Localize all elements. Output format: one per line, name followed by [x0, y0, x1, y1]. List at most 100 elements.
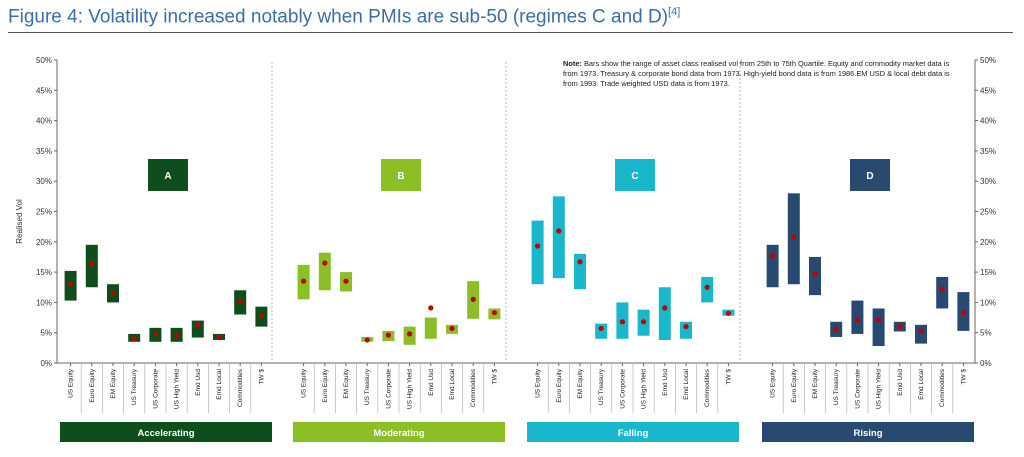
median-point: [791, 234, 797, 240]
median-point: [833, 326, 839, 332]
category-label: Emd Usd: [662, 369, 669, 396]
median-point: [876, 317, 882, 323]
median-point: [662, 305, 668, 311]
median-point: [556, 228, 562, 234]
median-point: [577, 259, 583, 265]
vol-range-bar: [936, 276, 949, 309]
category-label: Commodities: [470, 368, 477, 407]
vol-range-bar: [595, 323, 608, 339]
category-label: Emd Usd: [897, 369, 904, 396]
y-tick-label-right: 35%: [980, 147, 996, 156]
vol-range-bar: [191, 320, 204, 338]
category-label: Commodities: [237, 368, 244, 407]
regime-band: [293, 422, 505, 442]
median-point: [131, 336, 137, 342]
figure-title-text: Figure 4: Volatility increased notably w…: [8, 6, 669, 28]
note-label: Note:: [563, 59, 582, 68]
y-tick-label-right: 20%: [980, 238, 996, 247]
median-point: [195, 322, 201, 328]
regime-box: [148, 159, 188, 191]
median-point: [939, 286, 945, 292]
category-label: Emd Usd: [428, 369, 435, 396]
median-point: [641, 319, 647, 325]
y-tick-label-left: 45%: [36, 86, 52, 95]
vol-range-bar: [318, 252, 331, 291]
median-point: [918, 328, 924, 334]
category-label: TW $: [491, 369, 498, 385]
chart-note: Note: Bars show the range of asset class…: [563, 59, 963, 89]
y-tick-label-right: 25%: [980, 208, 996, 217]
category-label: Euro Equity: [89, 368, 96, 402]
median-point: [152, 331, 158, 337]
y-tick-label-left: 25%: [36, 208, 52, 217]
median-point: [237, 298, 243, 304]
category-label: Euro Equity: [556, 368, 563, 402]
vol-range-bar: [915, 324, 927, 344]
category-label: TW $: [725, 369, 732, 385]
median-point: [725, 310, 732, 316]
y-tick-label-right: 10%: [980, 298, 996, 307]
median-point: [428, 305, 434, 311]
category-label: US Equity: [301, 368, 308, 398]
regime-label: C: [631, 171, 638, 182]
figure-title: Figure 4: Volatility increased notably w…: [8, 6, 680, 28]
median-point: [535, 243, 541, 249]
regime-box: [850, 159, 890, 191]
median-point: [216, 334, 222, 340]
y-tick-label-left: 20%: [36, 238, 52, 247]
y-tick-label-left: 10%: [36, 298, 52, 307]
regime-band-label: Falling: [618, 428, 649, 439]
regime-label: B: [397, 171, 404, 182]
category-label: Emd Local: [216, 368, 223, 399]
median-point: [68, 281, 74, 287]
category-label: US High Yield: [407, 369, 414, 409]
median-point: [258, 313, 264, 319]
y-tick-label-left: 30%: [36, 177, 52, 186]
category-label: Euro Equity: [322, 368, 329, 402]
vol-range-bar: [872, 308, 885, 347]
category-label: US Treasury: [598, 368, 605, 405]
median-point: [110, 290, 116, 296]
vol-range-bar: [766, 244, 779, 288]
regime-band: [60, 422, 272, 442]
median-point: [407, 331, 413, 337]
category-label: Commodities: [704, 368, 711, 407]
median-point: [491, 310, 497, 316]
median-point: [343, 278, 349, 284]
regime-box: [615, 159, 655, 191]
median-point: [770, 253, 776, 259]
regime-band: [527, 422, 739, 442]
category-label: US High Yield: [641, 369, 648, 409]
category-label: EM Equity: [343, 368, 350, 398]
category-label: Commodities: [939, 368, 946, 407]
y-tick-label-right: 5%: [980, 329, 992, 338]
y-axis-label: Realised Vol: [15, 199, 24, 244]
figure-ref: [4]: [668, 6, 681, 18]
category-label: EM Equity: [812, 368, 819, 398]
median-point: [854, 317, 861, 323]
category-label: Emd Local: [683, 368, 690, 399]
median-point: [683, 324, 689, 330]
y-tick-label-left: 35%: [36, 147, 52, 156]
y-tick-label-left: 5%: [40, 329, 52, 338]
median-point: [619, 319, 626, 325]
category-label: TW $: [258, 369, 265, 385]
regime-box: [381, 159, 421, 191]
title-rule: [8, 32, 1013, 33]
category-label: US Treasury: [131, 368, 138, 405]
median-point: [364, 337, 370, 343]
regime-band-label: Moderating: [373, 428, 424, 439]
y-tick-label-right: 50%: [980, 56, 996, 65]
regime-label: A: [164, 171, 171, 182]
median-point: [960, 310, 967, 316]
regime-band-label: Rising: [853, 428, 882, 439]
category-label: US Corporate: [152, 369, 159, 409]
y-tick-label-left: 40%: [36, 117, 52, 126]
category-label: US High Yield: [876, 369, 883, 409]
regime-band: [762, 422, 974, 442]
median-point: [322, 260, 328, 266]
vol-range-bar: [851, 300, 864, 334]
y-tick-label-left: 50%: [36, 56, 52, 65]
category-label: US Treasury: [364, 368, 371, 405]
